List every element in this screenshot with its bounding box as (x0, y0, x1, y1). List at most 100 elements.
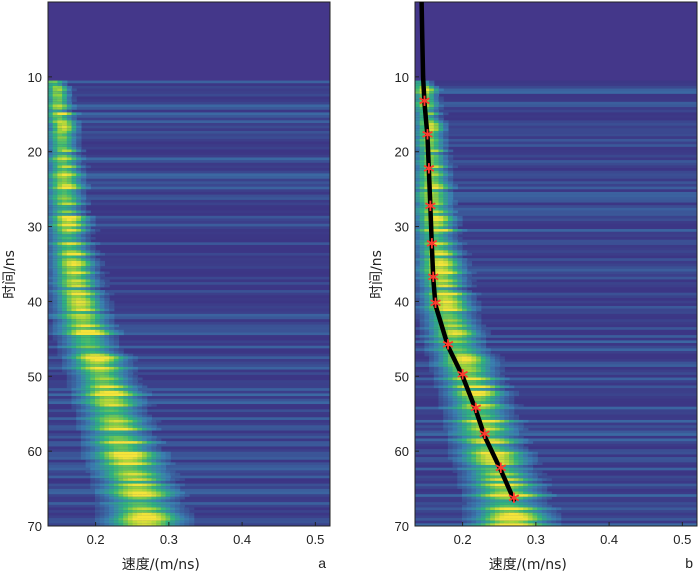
spectrum-cell (85, 287, 91, 291)
spectrum-cell (52, 104, 58, 108)
spectrum-cell (146, 472, 152, 476)
spectrum-cell (485, 462, 491, 466)
spectrum-cell (104, 335, 110, 339)
spectrum-cell (95, 321, 101, 325)
spectrum-cell (527, 454, 534, 458)
spectrum-cell (80, 181, 87, 185)
spectrum-cell (476, 430, 482, 434)
spectrum-cell (137, 467, 143, 471)
spectrum-cell (48, 239, 54, 243)
spectrum-cell (85, 427, 91, 431)
spectrum-cell (80, 266, 87, 270)
spectrum-cell (52, 321, 58, 325)
spectrum-cell (123, 385, 129, 389)
spectrum-cell (76, 348, 82, 352)
spectrum-cell (443, 112, 449, 116)
spectrum-cell (109, 494, 115, 498)
spectrum-cell (513, 433, 519, 437)
spectrum-cell (438, 308, 444, 312)
spectrum-cell (90, 231, 96, 235)
spectrum-cell (499, 427, 505, 431)
spectrum-cell (76, 226, 82, 230)
spectrum-cell (146, 502, 152, 506)
spectrum-cell (48, 176, 54, 179)
spectrum-cell (52, 205, 58, 209)
spectrum-cell (118, 491, 124, 495)
spectrum-cell (66, 343, 73, 347)
spectrum-cell (447, 260, 454, 264)
spectrum-cell (462, 229, 468, 233)
spectrum-cell (494, 472, 501, 476)
spectrum-cell (419, 215, 425, 219)
spectrum-cell (415, 88, 421, 92)
spectrum-cell (57, 154, 63, 158)
spectrum-cell (48, 117, 54, 121)
spectrum-cell (156, 515, 162, 519)
spectrum-cell (57, 83, 63, 87)
spectrum-cell (95, 398, 101, 402)
spectrum-cell (76, 305, 82, 309)
spectrum-cell (527, 515, 534, 519)
spectrum-band (415, 223, 697, 227)
picked-velocity-line (419, 2, 517, 503)
y-tick-label: 50 (28, 369, 42, 384)
spectrum-cell (424, 340, 430, 344)
spectrum-cell (457, 419, 463, 423)
spectrum-cell (90, 441, 96, 445)
spectrum-cell (156, 465, 162, 468)
spectrum-cell (76, 181, 82, 185)
spectrum-cell (76, 287, 82, 291)
spectrum-cell (415, 297, 421, 301)
spectrum-cell (132, 449, 138, 453)
spectrum-cell (66, 152, 73, 156)
spectrum-cell (424, 213, 430, 217)
spectrum-cell (447, 162, 454, 166)
spectrum-cell (104, 396, 110, 400)
spectrum-cell (504, 393, 510, 397)
spectrum-cell (476, 465, 482, 468)
spectrum-cell (90, 401, 96, 405)
spectrum-cell (523, 459, 529, 463)
spectrum-cell (518, 470, 524, 474)
spectrum-cell (90, 237, 96, 240)
spectrum-cell (165, 478, 171, 482)
spectrum-cell (48, 274, 54, 278)
spectrum-cell (170, 496, 176, 500)
spectrum-cell (184, 510, 190, 514)
spectrum-cell (127, 520, 134, 524)
spectrum-cell (80, 186, 87, 190)
spectrum-cell (480, 364, 487, 368)
spectrum-cell (518, 512, 524, 516)
spectrum-cell (443, 199, 449, 203)
spectrum-band (415, 290, 697, 293)
spectrum-band (48, 117, 330, 121)
spectrum-cell (85, 308, 91, 312)
spectrum-cell (447, 297, 454, 301)
spectrum-band (415, 165, 697, 169)
spectrum-band (415, 478, 697, 482)
y-tick-label: 30 (395, 220, 409, 235)
spectrum-cell (485, 449, 491, 453)
spectrum-cell (66, 109, 73, 113)
spectrum-cell (113, 409, 120, 413)
spectrum-cell (537, 520, 543, 524)
spectrum-cell (471, 297, 477, 301)
spectrum-cell (452, 274, 458, 278)
spectrum-cell (438, 337, 444, 341)
spectrum-cell (471, 382, 477, 386)
spectrum-cell (76, 316, 82, 320)
spectrum-cell (104, 425, 110, 429)
spectrum-cell (509, 438, 515, 442)
spectrum-cell (438, 205, 444, 209)
spectrum-cell (490, 488, 496, 492)
spectrum-cell (466, 454, 472, 458)
spectrum-cell (137, 409, 143, 413)
spectrum-cell (76, 282, 82, 286)
spectrum-cell (80, 154, 87, 158)
spectrum-cell (66, 168, 73, 172)
spectrum-cell (452, 308, 458, 312)
spectrum-cell (457, 263, 463, 267)
spectrum-cell (518, 404, 524, 407)
spectrum-cell (462, 260, 468, 264)
spectrum-cell (556, 515, 562, 519)
